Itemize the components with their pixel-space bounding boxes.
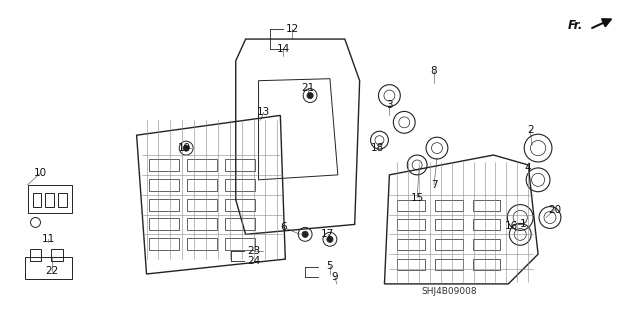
Text: 17: 17 [321,229,335,239]
Bar [150,199,179,211]
Text: 11: 11 [42,234,55,244]
Bar [397,239,425,250]
Text: 18: 18 [371,143,384,153]
Bar [33,193,42,207]
Bar [473,239,500,250]
Text: 5: 5 [326,261,333,271]
Bar [187,179,217,191]
Bar [45,193,54,207]
Text: 19: 19 [177,143,191,153]
Circle shape [183,145,189,151]
Text: 16: 16 [505,221,518,231]
Text: 8: 8 [431,66,437,76]
Bar [187,199,217,211]
Bar [225,219,255,230]
Bar [187,159,217,171]
Text: 23: 23 [247,246,260,256]
Text: 10: 10 [34,168,47,178]
Bar [225,199,255,211]
Bar [187,219,217,230]
Bar [473,259,500,270]
Bar [473,219,500,230]
Bar [187,238,217,250]
Text: 12: 12 [285,24,299,34]
Text: 3: 3 [386,100,393,110]
Bar [435,239,463,250]
Bar [397,200,425,211]
Bar [150,179,179,191]
Text: 22: 22 [45,266,59,276]
Text: 14: 14 [276,44,290,54]
Bar [435,219,463,230]
Text: 4: 4 [525,163,531,173]
Bar [473,200,500,211]
Text: SHJ4B09008: SHJ4B09008 [421,287,477,296]
Bar [435,200,463,211]
Text: 24: 24 [247,256,260,266]
Text: 21: 21 [301,83,315,93]
Bar [150,219,179,230]
Bar [29,249,42,261]
Circle shape [302,231,308,237]
Bar [58,193,67,207]
Bar [150,238,179,250]
Bar [225,179,255,191]
Text: Fr.: Fr. [568,19,584,32]
Bar [435,259,463,270]
Bar [225,238,255,250]
Bar [51,249,63,261]
Circle shape [307,93,313,99]
Text: 15: 15 [410,193,424,203]
Bar [397,219,425,230]
Text: 6: 6 [280,222,287,233]
Text: 1: 1 [520,219,527,229]
Bar [225,159,255,171]
Bar [150,159,179,171]
Text: 9: 9 [332,272,338,282]
Circle shape [327,236,333,242]
Text: 20: 20 [548,204,561,215]
Text: 2: 2 [527,125,534,135]
Bar [397,259,425,270]
Text: 7: 7 [431,180,437,190]
Text: 13: 13 [257,108,270,117]
